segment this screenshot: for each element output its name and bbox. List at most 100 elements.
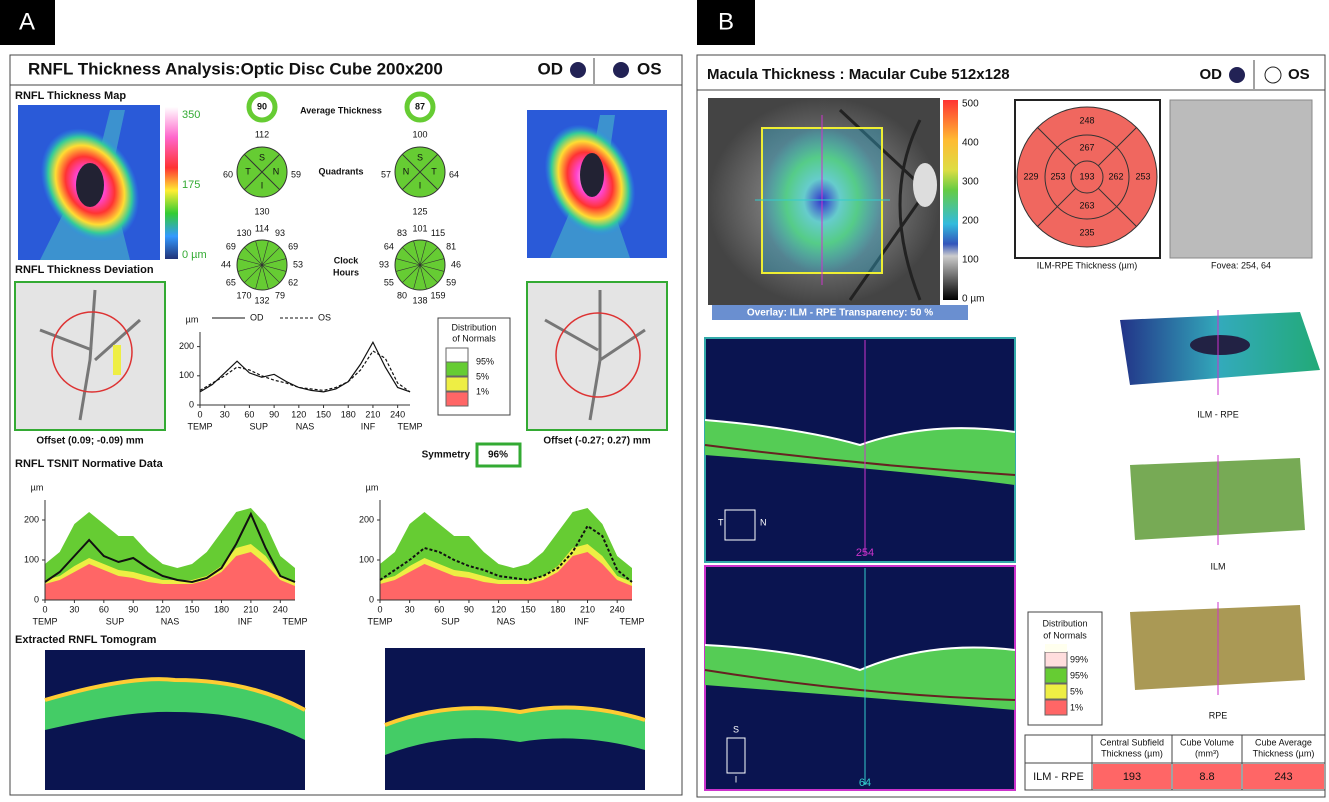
legend-label: 99% <box>1070 654 1088 664</box>
b-scan <box>704 337 1016 791</box>
caption: ILM-RPE Thickness (µm) <box>1037 260 1138 270</box>
quadrant-value: 100 <box>412 129 427 139</box>
eye-dot <box>570 62 586 78</box>
average-value: 87 <box>415 101 425 111</box>
y-tick-label: 200 <box>179 341 194 351</box>
scale-label: 100 <box>962 255 979 266</box>
tsnit-line <box>199 340 411 393</box>
legend-label: 95% <box>1070 670 1088 680</box>
grid-value: 229 <box>1023 171 1038 181</box>
region-label: SUP <box>106 616 125 626</box>
clock-line <box>395 264 421 272</box>
clock-line <box>413 240 421 266</box>
eye-os: OS <box>637 59 662 78</box>
table-header: Cube Volume <box>1180 737 1234 747</box>
clock-line <box>261 264 269 290</box>
clock-value: 115 <box>431 228 445 238</box>
x-tick-label: 30 <box>405 604 415 614</box>
legend-swatch <box>445 361 469 377</box>
scan-position: 64 <box>859 777 871 789</box>
grid-value: 253 <box>1050 171 1065 181</box>
clock-value: 93 <box>379 259 389 269</box>
clock-value: 65 <box>226 277 236 287</box>
offset: Offset (-0.27; 0.27) mm <box>543 436 650 447</box>
orientation: S <box>733 724 739 734</box>
orientation: N <box>760 517 767 527</box>
quadrant-letter: S <box>417 152 423 162</box>
section-title: RNFL TSNIT Normative Data <box>15 458 164 470</box>
clock-line <box>261 258 287 266</box>
title: Macula Thickness : Macular Cube 512x128 <box>707 66 1010 83</box>
y-tick-label: 200 <box>24 514 39 524</box>
table-cell-text: 8.8 <box>1199 771 1214 783</box>
quadrant-letter: N <box>273 166 280 176</box>
x-tick-label: 240 <box>273 604 288 614</box>
legend-swatch <box>1045 644 1067 652</box>
legend-swatch <box>445 376 469 392</box>
quadrant-value: 125 <box>412 206 427 216</box>
legend-title: Distribution <box>1042 618 1087 628</box>
y-tick-label: 0 <box>369 594 374 604</box>
clock-value: 79 <box>275 291 285 301</box>
scale-label: 0 µm <box>182 249 207 261</box>
x-tick-label: 90 <box>128 604 138 614</box>
x-tick-label: 0 <box>42 604 47 614</box>
clock-line <box>261 264 280 283</box>
region-label: SUP <box>250 421 269 431</box>
clock-line <box>419 264 427 290</box>
tomogram <box>44 648 646 790</box>
legend-label: OS <box>318 312 331 322</box>
clock-line <box>419 247 438 266</box>
caption: Fovea: 254, 64 <box>1211 260 1271 270</box>
clock-value: 159 <box>430 291 445 301</box>
tsnit-line <box>199 350 411 393</box>
panel-label: B <box>718 8 734 35</box>
eye-od: OD <box>1200 66 1223 83</box>
region-label: TEMP <box>397 421 422 431</box>
clock-value: 81 <box>446 241 456 251</box>
clock-value: 114 <box>255 223 269 233</box>
quadrant-value: 60 <box>223 169 233 179</box>
region-label: TEMP <box>282 616 307 626</box>
x-tick-label: 180 <box>550 604 565 614</box>
legend-title: Distribution <box>451 322 496 332</box>
clock-line <box>402 247 421 266</box>
clock-value: 62 <box>288 277 298 287</box>
surface-label: RPE <box>1209 710 1228 720</box>
quadrant-letter: T <box>245 166 251 176</box>
region-label: NAS <box>497 616 516 626</box>
y-tick-label: 0 <box>34 594 39 604</box>
table-cell-text: ILM - RPE <box>1033 771 1084 783</box>
quadrant-lines <box>243 153 281 191</box>
x-tick-label: 210 <box>243 604 258 614</box>
legend-swatch <box>1044 651 1068 668</box>
x-tick-label: 0 <box>377 604 382 614</box>
legend-label: 1% <box>476 386 489 396</box>
section-title: Extracted RNFL Tomogram <box>15 634 157 646</box>
quadrant-value: 130 <box>254 206 269 216</box>
clock-value: 93 <box>275 228 285 238</box>
quadrant-letter: N <box>403 166 410 176</box>
legend-label: OD <box>250 312 264 322</box>
clock-value: 170 <box>236 291 251 301</box>
clock-line <box>261 247 280 266</box>
thickness-map <box>18 105 667 260</box>
average-ring <box>404 91 436 123</box>
table-header: Central Subfield <box>1100 737 1164 747</box>
grid-value: 235 <box>1079 227 1094 237</box>
deviation-map <box>14 281 668 431</box>
clock-line <box>237 264 263 272</box>
clock-value: 44 <box>221 259 231 269</box>
clock-line <box>255 240 263 266</box>
section-label: Quadrants <box>318 166 363 176</box>
overlay-caption: Overlay: ILM - RPE Transparency: 50 % <box>747 308 933 319</box>
quadrant-value: 112 <box>255 129 269 139</box>
normative-band <box>45 552 295 600</box>
section-title: RNFL Thickness Deviation <box>15 264 154 276</box>
axis-unit: µm <box>31 482 44 492</box>
clock-value: 130 <box>236 228 251 238</box>
label-box <box>0 0 55 45</box>
normative-band <box>380 552 632 600</box>
scale-label: 500 <box>962 99 979 110</box>
clock-line <box>419 264 445 272</box>
